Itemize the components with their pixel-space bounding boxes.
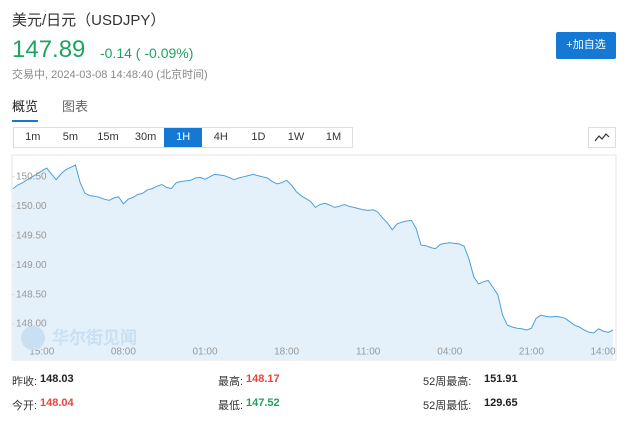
x-tick-label: 04:00 [437,347,462,358]
stat-value: 148.04 [40,397,74,409]
x-tick-label: 01:00 [192,347,217,358]
stat-value: 148.17 [246,373,280,385]
x-tick-label: 21:00 [519,347,544,358]
stat-value: 148.03 [40,373,74,385]
interval-button[interactable]: 5m [62,131,79,143]
interval-button[interactable]: 1D [251,131,266,143]
add-watchlist-button[interactable]: +加自选 [556,32,616,59]
tab[interactable]: 概览 [12,96,39,122]
stat-label: 最低: [218,400,244,412]
y-tick-label: 150.50 [16,171,47,182]
status: 交易中, 2024-03-08 14:48:40 (北京时间) [12,69,208,81]
y-tick-label: 150.00 [16,201,47,212]
watermark-logo [21,326,45,350]
interval-button[interactable]: 30m [134,131,157,143]
stat-label: 52周最高: [423,376,472,388]
interval-button[interactable]: 1M [325,131,342,143]
y-tick-label: 149.50 [16,230,47,241]
x-tick-label: 08:00 [111,347,136,358]
interval-button[interactable]: 1H [164,128,202,147]
chart-type-button[interactable] [588,127,616,148]
x-tick-label: 15:00 [29,347,54,358]
interval-button[interactable]: 4H [213,131,228,143]
x-tick-label: 11:00 [356,347,381,358]
interval-button[interactable]: 1W [287,131,305,143]
interval-button[interactable]: 1m [25,131,41,143]
area-fill [13,165,613,360]
y-tick-label: 149.00 [16,260,47,271]
stat-label: 52周最低: [423,400,472,412]
stat-label: 今开: [12,400,38,412]
x-tick-label: 18:00 [274,347,299,358]
price: 147.89 [12,36,86,63]
stat-label: 昨收: [12,376,38,388]
change: -0.14 ( -0.09%) [100,45,194,61]
y-tick-label: 148.50 [16,289,47,300]
interval-bar: 1m 5m 15m 30m 1H 4H 1D 1W 1M [13,127,354,148]
stat-value: 147.52 [246,397,280,409]
stat-value: 129.65 [484,397,518,409]
icon [594,133,610,142]
watermark: 华尔街见闻 [52,327,137,347]
price-line [12,164,614,334]
x-tick-label: 14:00 [590,347,615,358]
y-tick-label: 148.00 [16,319,47,330]
title: 美元/日元（USDJPY） [12,12,166,29]
chart: 148.00 148.50 149.00 149.50 150.00 150.50 15:0… [11,154,617,361]
stat-value: 151.91 [484,373,518,385]
tab[interactable]: 图表 [62,99,89,114]
interval-button[interactable]: 15m [97,131,119,143]
stat-label: 最高: [218,376,244,388]
